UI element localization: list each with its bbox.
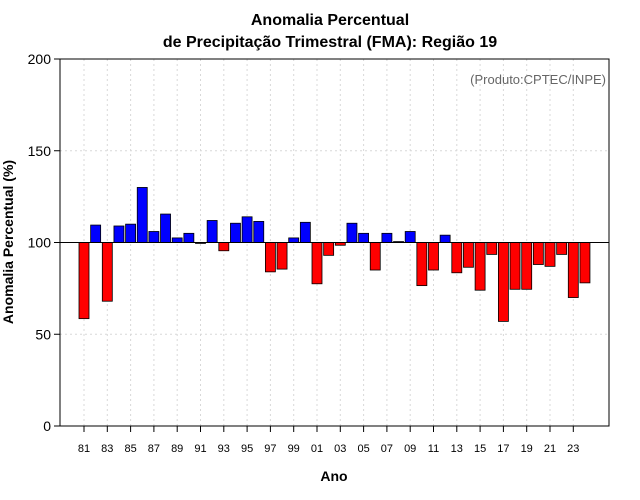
y-tick-label: 50 bbox=[35, 326, 51, 342]
x-axis-title: Ano bbox=[320, 468, 347, 484]
x-tick-label: 85 bbox=[124, 443, 136, 455]
bar-00 bbox=[299, 221, 311, 243]
bar-18 bbox=[509, 242, 521, 290]
bar-02 bbox=[323, 242, 335, 256]
y-tick-label: 0 bbox=[43, 418, 51, 434]
bar-23 bbox=[567, 242, 579, 298]
bar-98 bbox=[276, 242, 288, 270]
bar-01 bbox=[311, 242, 323, 285]
x-tick-label: 89 bbox=[171, 443, 183, 455]
bar-95 bbox=[241, 216, 253, 243]
bar-14 bbox=[463, 242, 474, 268]
bar-11 bbox=[428, 242, 439, 271]
x-tick-label: 19 bbox=[521, 443, 533, 455]
bar-90 bbox=[183, 232, 195, 243]
bar-81 bbox=[78, 242, 90, 320]
bar-13 bbox=[451, 242, 463, 274]
x-tick-label: 99 bbox=[288, 443, 300, 455]
x-tick-label: 13 bbox=[451, 443, 463, 455]
bar-17 bbox=[497, 242, 509, 322]
x-tick-label: 97 bbox=[264, 443, 276, 455]
bar-06 bbox=[369, 242, 381, 271]
y-tick-label: 200 bbox=[28, 51, 52, 67]
bar-04 bbox=[346, 222, 358, 243]
bar-88 bbox=[160, 213, 171, 243]
x-tick-label: 17 bbox=[497, 443, 509, 455]
bar-85 bbox=[125, 223, 136, 243]
x-tick-label: 09 bbox=[404, 443, 416, 455]
x-tick-label: 93 bbox=[218, 443, 230, 455]
x-tick-label: 81 bbox=[78, 443, 90, 455]
bar-99 bbox=[288, 237, 300, 243]
x-tick-label: 91 bbox=[194, 443, 206, 455]
x-tick-label: 21 bbox=[544, 443, 556, 455]
bar-94 bbox=[230, 222, 241, 243]
bar-15 bbox=[474, 242, 486, 291]
y-axis: 0 50 100 150 200 bbox=[28, 51, 60, 434]
bar-05 bbox=[358, 232, 370, 243]
y-tick-label: 100 bbox=[28, 235, 52, 251]
bar-19 bbox=[521, 242, 533, 290]
x-tick-label: 15 bbox=[474, 443, 486, 455]
bar-97 bbox=[264, 242, 276, 273]
x-tick-label: 23 bbox=[567, 443, 579, 455]
bar-96 bbox=[253, 220, 265, 243]
bar-16 bbox=[486, 242, 498, 255]
x-tick-label: 07 bbox=[381, 443, 393, 455]
x-tick-label: 83 bbox=[101, 443, 113, 455]
bar-09 bbox=[404, 231, 416, 243]
credit-label: (Produto:CPTEC/INPE) bbox=[470, 72, 606, 87]
x-tick-label: 95 bbox=[241, 443, 253, 455]
bar-24 bbox=[579, 242, 591, 284]
x-tick-label: 11 bbox=[428, 443, 439, 455]
bar-82 bbox=[90, 224, 102, 243]
bar-20 bbox=[532, 242, 544, 265]
bar-87 bbox=[148, 231, 160, 243]
x-tick-label: 05 bbox=[357, 443, 369, 455]
bars bbox=[78, 187, 591, 322]
bar-22 bbox=[556, 242, 568, 255]
chart-title-line2: de Precipitação Trimestral (FMA): Região… bbox=[163, 34, 497, 51]
bar-83 bbox=[101, 242, 113, 302]
x-tick-label: 01 bbox=[311, 443, 323, 455]
x-tick-label: 87 bbox=[148, 443, 160, 455]
bar-84 bbox=[113, 225, 125, 243]
chart-title-line1: Anomalia Percentual bbox=[251, 12, 409, 29]
bar-89 bbox=[171, 237, 183, 243]
x-tick-label: 03 bbox=[334, 443, 346, 455]
x-axis: 81 83 85 87 89 91 93 95 97 99 01 03 05 07 09 11 13 15 17 19… bbox=[78, 426, 579, 455]
bar-07 bbox=[381, 232, 393, 243]
bar-10 bbox=[416, 242, 428, 287]
y-tick-label: 150 bbox=[28, 143, 52, 159]
y-axis-title: Anomalia Percentual (%) bbox=[0, 160, 16, 324]
gridlines bbox=[60, 59, 609, 426]
bar-93 bbox=[218, 242, 230, 252]
bar-12 bbox=[439, 234, 451, 243]
bar-21 bbox=[544, 242, 556, 267]
bar-92 bbox=[206, 220, 218, 243]
bar-86 bbox=[136, 187, 148, 243]
